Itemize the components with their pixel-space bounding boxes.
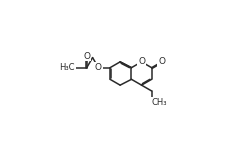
Text: O: O — [83, 52, 90, 61]
Text: CH₃: CH₃ — [152, 98, 167, 107]
Text: O: O — [158, 57, 165, 66]
Text: H₃C: H₃C — [60, 63, 75, 72]
Text: O: O — [138, 57, 145, 66]
Text: O: O — [95, 63, 102, 72]
